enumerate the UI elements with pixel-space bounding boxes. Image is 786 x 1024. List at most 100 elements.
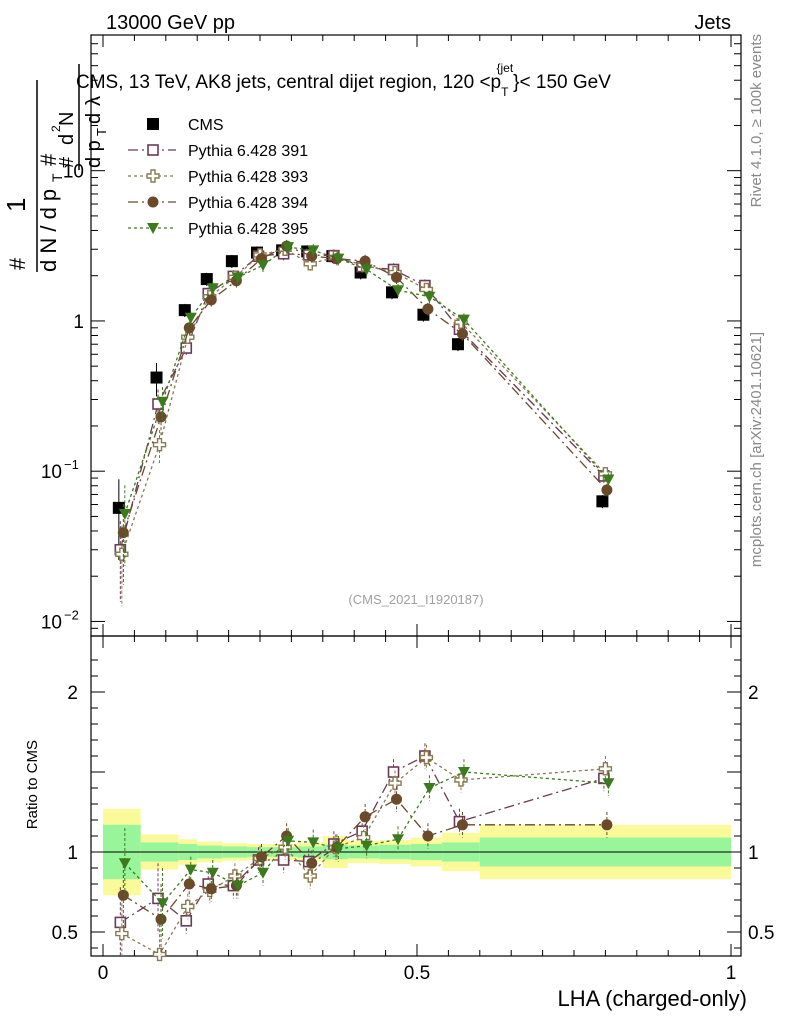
- data-point: [150, 371, 163, 384]
- ratio-point: [332, 843, 345, 855]
- x-tick-label: 0.5: [404, 963, 430, 984]
- svg-text:λ: λ: [83, 96, 105, 106]
- legend-item-2: Pythia 6.428 393: [128, 169, 308, 186]
- series-line: [124, 246, 609, 515]
- ratio-point: [256, 851, 267, 863]
- legend-item-1: Pythia 6.428 391: [128, 143, 308, 160]
- header-right: Jets: [694, 12, 731, 34]
- data-point: [231, 272, 244, 284]
- svg-text:1: 1: [1, 198, 31, 212]
- ratio-point: [184, 864, 197, 876]
- data-point: [181, 330, 195, 344]
- header-left: 13000 GeV pp: [106, 12, 235, 34]
- data-point: [225, 255, 238, 268]
- series-line: [121, 248, 606, 555]
- series-line-ratio: [122, 798, 607, 921]
- rivet-version-label: Rivet 4.1.0, ≥ 100k events: [748, 34, 765, 207]
- x-tick-label: 1: [726, 963, 737, 984]
- ratio-point: [387, 766, 400, 778]
- ratio-point: [152, 947, 167, 962]
- ratio-point: [303, 869, 317, 883]
- svg-text:#: #: [36, 153, 61, 166]
- series-line-ratio: [124, 771, 609, 905]
- plot-title-sup: {jet: [496, 61, 513, 75]
- svg-text:2: 2: [49, 125, 63, 132]
- series-3-main: [117, 239, 613, 585]
- y-tick-label-ratio-right: 1: [748, 843, 759, 864]
- y-tick-label-ratio-right: 2: [748, 683, 759, 704]
- data-point: [118, 508, 131, 520]
- data-point: [200, 273, 213, 286]
- ratio-point: [183, 878, 195, 890]
- ratio-point: [359, 811, 371, 823]
- ratio-point: [392, 834, 405, 846]
- ratio-point: [181, 899, 195, 914]
- data-point: [206, 283, 219, 295]
- svg-text:d: d: [56, 134, 78, 145]
- series-2-main: [115, 242, 613, 607]
- mcplots-source-label: mcplots.cern.ch [arXiv:2401.10621]: [748, 332, 765, 567]
- data-point: [156, 396, 169, 408]
- series-4-ratio: [118, 759, 615, 939]
- x-axis-label: LHA (charged-only): [557, 986, 747, 1011]
- legend-marker: [147, 196, 159, 208]
- ratio-panel: 0 0.5 1 0.5 0.5 1 1 2 2: [52, 635, 774, 984]
- data-point: [423, 291, 436, 303]
- data-point: [307, 245, 320, 257]
- data-point: [596, 495, 609, 508]
- svg-text:T: T: [94, 128, 109, 136]
- data-point: [359, 255, 371, 267]
- ratio-point: [156, 898, 169, 910]
- svg-text:N: N: [56, 112, 78, 126]
- legend-label: CMS: [188, 117, 224, 134]
- ratio-point: [117, 889, 129, 901]
- data-point: [117, 527, 129, 539]
- legend-marker: [146, 169, 160, 183]
- data-point: [282, 242, 295, 254]
- ratio-frame: [90, 635, 742, 957]
- data-point: [184, 312, 197, 324]
- ratio-point: [115, 926, 129, 941]
- y-axis-label-main: # 1 d N / d p T # # d 2 N d p T d λ: [1, 64, 109, 272]
- svg-text:d N / d p: d N / d p: [36, 189, 61, 272]
- data-point: [360, 264, 373, 276]
- y-tick-label-ratio-right: 0.5: [748, 923, 774, 944]
- y-tick-label-main: 10: [41, 612, 62, 633]
- data-point: [391, 271, 403, 283]
- svg-text:T: T: [49, 173, 65, 182]
- data-point: [155, 411, 167, 423]
- series-3-ratio: [117, 786, 613, 955]
- y-tick-label-ratio: 1: [67, 843, 78, 864]
- legend-label: Pythia 6.428 394: [188, 195, 308, 212]
- series-1-main: [114, 247, 610, 602]
- ratio-point: [391, 793, 403, 805]
- legend-marker: [147, 144, 159, 156]
- data-point: [332, 253, 345, 265]
- data-point: [457, 314, 470, 326]
- ratio-point: [155, 913, 167, 925]
- ratio-point: [360, 840, 373, 852]
- svg-text:#: #: [5, 257, 30, 270]
- ratio-point: [388, 776, 402, 790]
- data-point: [392, 285, 405, 297]
- legend-label: Pythia 6.428 391: [188, 143, 308, 160]
- legend-label: Pythia 6.428 395: [188, 221, 308, 238]
- ratio-point: [454, 773, 468, 787]
- ratio-point: [180, 914, 193, 927]
- svg-text:d: d: [83, 113, 105, 124]
- series-0-main: [112, 244, 609, 560]
- ratio-point: [422, 830, 434, 842]
- data-point: [456, 328, 468, 340]
- y-tick-label-ratio: 0.5: [52, 923, 78, 944]
- ratio-point: [277, 854, 290, 866]
- y-tick-label-main: 1: [73, 312, 84, 333]
- data-point: [180, 342, 193, 354]
- ratio-point: [457, 767, 470, 778]
- series-4-main: [118, 240, 615, 566]
- ratio-point: [423, 783, 436, 794]
- plot-title-main: CMS, 13 TeV, AK8 jets, central dijet reg…: [76, 72, 501, 93]
- data-point: [257, 260, 269, 272]
- y-tick-label-exp: −2: [64, 607, 79, 622]
